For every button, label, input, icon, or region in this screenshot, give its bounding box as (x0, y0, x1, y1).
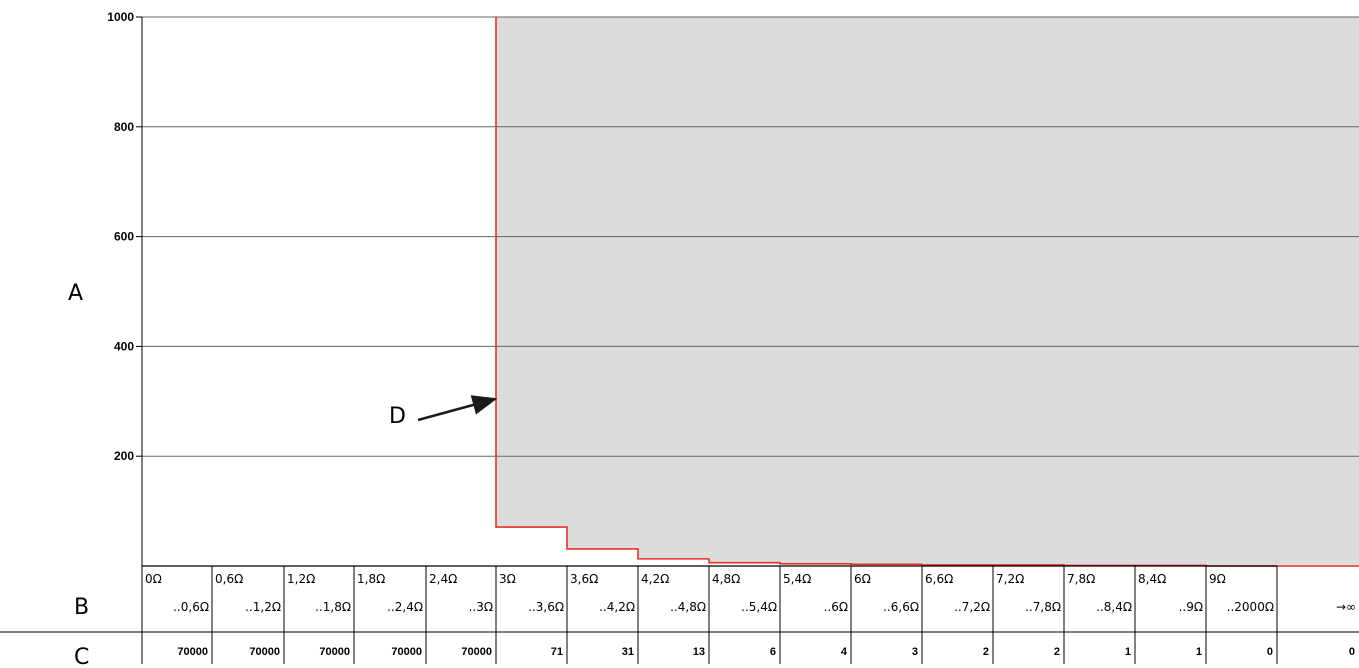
bin-end-label: ..6,6Ω (883, 600, 919, 614)
label-a: A (68, 281, 83, 306)
bin-start-label: 8,4Ω (1138, 572, 1166, 586)
y-tick-label: 800 (114, 120, 134, 134)
bin-end-label: ..4,2Ω (599, 600, 635, 614)
bin-end-label: ..8,4Ω (1096, 600, 1132, 614)
bin-start-label: 3,6Ω (570, 572, 598, 586)
bin-end-label: ..6Ω (824, 600, 848, 614)
bin-count: 1 (1125, 646, 1131, 658)
bin-count: 70000 (249, 646, 280, 658)
bin-end-label: ..9Ω (1179, 600, 1203, 614)
bin-start-label: 3Ω (499, 572, 516, 586)
label-c: C (74, 645, 89, 668)
label-b: B (74, 595, 89, 620)
bin-start-label: 1,2Ω (287, 572, 315, 586)
y-tick-label: 200 (114, 449, 134, 463)
y-tick-label: 1000 (107, 10, 134, 24)
bin-count: 0 (1349, 646, 1355, 658)
bin-end-label: ..7,8Ω (1025, 600, 1061, 614)
bin-start-label: 6,6Ω (925, 572, 953, 586)
bin-start-label: 9Ω (1209, 572, 1226, 586)
bin-end-label: ..4,8Ω (670, 600, 706, 614)
bin-count: 70000 (319, 646, 350, 658)
bin-start-label: 1,8Ω (357, 572, 385, 586)
bin-count: 70000 (391, 646, 422, 658)
bin-count: 70000 (461, 646, 492, 658)
bin-end-label: ..7,2Ω (954, 600, 990, 614)
bin-count: 13 (693, 646, 705, 658)
bin-start-label: 5,4Ω (783, 572, 811, 586)
bin-end-label: ..2000Ω (1227, 600, 1274, 614)
bin-count: 3 (912, 646, 918, 658)
bin-count: 1 (1196, 646, 1202, 658)
shaded-region (496, 17, 1359, 566)
bin-start-label: 6Ω (854, 572, 871, 586)
bin-end-label: ..5,4Ω (741, 600, 777, 614)
bin-start-label: 2,4Ω (429, 572, 457, 586)
bin-end-label: ..0,6Ω (173, 600, 209, 614)
bin-count: 2 (983, 646, 989, 658)
pointer-arrow (417, 395, 498, 422)
bin-end-label: ..1,2Ω (245, 600, 281, 614)
bin-start-label: 4,8Ω (712, 572, 740, 586)
bin-count: 31 (622, 646, 634, 658)
bin-count: 4 (841, 646, 848, 658)
bin-count: 0 (1267, 646, 1273, 658)
bin-end-label: ..3,6Ω (528, 600, 564, 614)
label-d: D (389, 404, 406, 429)
bin-count: 70000 (177, 646, 208, 658)
bin-end-label: →∞ (1336, 600, 1356, 614)
bin-start-label: 0Ω (145, 572, 162, 586)
y-tick-label: 600 (114, 230, 134, 244)
bin-start-label: 7,8Ω (1067, 572, 1095, 586)
bin-start-label: 7,2Ω (996, 572, 1024, 586)
bin-end-label: ..3Ω (469, 600, 493, 614)
y-tick-label: 400 (114, 339, 134, 353)
bin-start-label: 4,2Ω (641, 572, 669, 586)
bin-start-label: 0,6Ω (215, 572, 243, 586)
bin-end-label: ..2,4Ω (387, 600, 423, 614)
bin-end-label: ..1,8Ω (315, 600, 351, 614)
bin-count: 71 (551, 646, 563, 658)
bin-count: 6 (770, 646, 776, 658)
bin-count: 2 (1054, 646, 1060, 658)
